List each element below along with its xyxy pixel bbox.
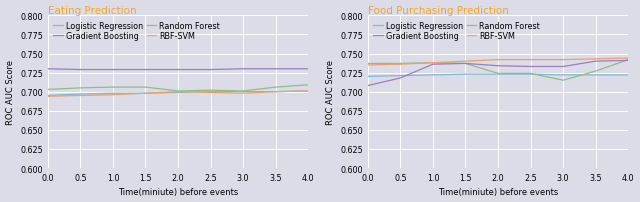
Gradient Boosting [559,66,567,68]
Logistic Regression [461,74,469,76]
RBF-SVM [109,94,116,97]
RBF-SVM [272,91,280,94]
Gradient Boosting [239,68,247,71]
Gradient Boosting [364,85,372,87]
Line: RBF-SVM: RBF-SVM [368,59,628,66]
RBF-SVM [305,90,312,93]
Legend: Logistic Regression, Gradient Boosting, Random Forest, RBF-SVM: Logistic Regression, Gradient Boosting, … [372,20,541,43]
Gradient Boosting [44,68,52,71]
Random Forest [429,62,436,65]
Gradient Boosting [527,66,534,68]
RBF-SVM [592,58,600,61]
Gradient Boosting [305,68,312,71]
Logistic Regression [429,74,436,77]
Gradient Boosting [461,63,469,65]
Logistic Regression [305,90,312,93]
X-axis label: Time(miniute) before events: Time(miniute) before events [118,187,238,197]
Random Forest [239,90,247,93]
Random Forest [272,86,280,89]
RBF-SVM [207,92,214,94]
Random Forest [364,63,372,65]
Gradient Boosting [207,69,214,71]
RBF-SVM [397,64,404,66]
RBF-SVM [141,93,149,95]
Y-axis label: ROC AUC Score: ROC AUC Score [6,60,15,125]
Line: Random Forest: Random Forest [48,85,308,92]
RBF-SVM [239,93,247,95]
Logistic Regression [592,74,600,77]
Line: Random Forest: Random Forest [368,60,628,81]
RBF-SVM [559,59,567,62]
Random Forest [207,89,214,92]
RBF-SVM [461,61,469,63]
Gradient Boosting [429,64,436,66]
Text: Food Purchasing Prediction: Food Purchasing Prediction [368,5,509,16]
Random Forest [397,63,404,65]
Gradient Boosting [625,60,632,62]
Random Forest [305,84,312,87]
Logistic Regression [141,93,149,95]
Logistic Regression [44,95,52,97]
Logistic Regression [239,91,247,94]
Random Forest [625,59,632,62]
Gradient Boosting [272,68,280,71]
Logistic Regression [559,74,567,77]
Random Forest [559,80,567,82]
Random Forest [527,73,534,75]
Line: Logistic Regression: Logistic Regression [48,92,308,96]
RBF-SVM [174,91,182,94]
Gradient Boosting [397,77,404,80]
Gradient Boosting [592,61,600,63]
Legend: Logistic Regression, Gradient Boosting, Random Forest, RBF-SVM: Logistic Regression, Gradient Boosting, … [52,20,221,43]
Line: Logistic Regression: Logistic Regression [368,75,628,77]
Gradient Boosting [494,65,502,68]
Random Forest [174,90,182,93]
Line: RBF-SVM: RBF-SVM [48,92,308,97]
Logistic Regression [527,74,534,76]
Logistic Regression [207,91,214,94]
RBF-SVM [494,59,502,62]
Logistic Regression [272,91,280,94]
RBF-SVM [44,96,52,98]
Random Forest [592,70,600,73]
Line: Gradient Boosting: Gradient Boosting [368,61,628,86]
RBF-SVM [625,58,632,60]
Logistic Regression [77,93,84,96]
RBF-SVM [77,95,84,97]
Random Forest [44,89,52,91]
Line: Gradient Boosting: Gradient Boosting [48,69,308,70]
Random Forest [141,86,149,89]
RBF-SVM [527,59,534,62]
Logistic Regression [397,75,404,78]
X-axis label: Time(miniute) before events: Time(miniute) before events [438,187,558,197]
Text: Eating Prediction: Eating Prediction [48,5,136,16]
Gradient Boosting [174,69,182,71]
Random Forest [77,87,84,90]
Logistic Regression [494,74,502,76]
Random Forest [461,63,469,65]
Logistic Regression [174,92,182,94]
Logistic Regression [109,93,116,95]
Random Forest [109,86,116,89]
Gradient Boosting [141,69,149,71]
Y-axis label: ROC AUC Score: ROC AUC Score [326,60,335,125]
Gradient Boosting [109,69,116,71]
RBF-SVM [364,64,372,67]
Gradient Boosting [77,69,84,71]
Random Forest [494,73,502,75]
RBF-SVM [429,62,436,65]
Logistic Regression [625,74,632,77]
Logistic Regression [364,76,372,78]
